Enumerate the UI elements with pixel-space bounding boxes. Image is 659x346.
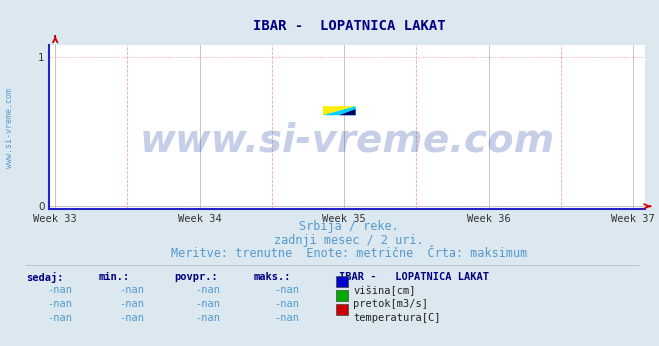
Text: -nan: -nan (119, 299, 144, 309)
Text: -nan: -nan (119, 285, 144, 295)
Text: sedaj:: sedaj: (26, 272, 64, 283)
Text: -nan: -nan (274, 299, 299, 309)
Text: -nan: -nan (195, 299, 220, 309)
Text: pretok[m3/s]: pretok[m3/s] (353, 299, 428, 309)
Text: zadnji mesec / 2 uri.: zadnji mesec / 2 uri. (274, 234, 424, 247)
Text: -nan: -nan (119, 313, 144, 323)
Text: Meritve: trenutne  Enote: metrične  Črta: maksimum: Meritve: trenutne Enote: metrične Črta: … (171, 247, 527, 261)
Text: IBAR -   LOPATNICA LAKAT: IBAR - LOPATNICA LAKAT (339, 272, 490, 282)
Text: -nan: -nan (47, 313, 72, 323)
Text: -nan: -nan (47, 285, 72, 295)
Text: temperatura[C]: temperatura[C] (353, 313, 441, 323)
Polygon shape (323, 106, 356, 115)
Text: -nan: -nan (274, 313, 299, 323)
Text: -nan: -nan (47, 299, 72, 309)
Text: IBAR -  LOPATNICA LAKAT: IBAR - LOPATNICA LAKAT (253, 19, 445, 33)
Text: Srbija / reke.: Srbija / reke. (299, 220, 399, 233)
Text: -nan: -nan (195, 313, 220, 323)
Text: -nan: -nan (195, 285, 220, 295)
Text: maks.:: maks.: (254, 272, 291, 282)
Polygon shape (339, 109, 356, 115)
Polygon shape (323, 106, 356, 115)
Text: min.:: min.: (99, 272, 130, 282)
Text: povpr.:: povpr.: (175, 272, 218, 282)
Text: -nan: -nan (274, 285, 299, 295)
Text: www.si-vreme.com: www.si-vreme.com (139, 121, 555, 159)
Text: višina[cm]: višina[cm] (353, 285, 416, 296)
Text: www.si-vreme.com: www.si-vreme.com (5, 88, 14, 168)
